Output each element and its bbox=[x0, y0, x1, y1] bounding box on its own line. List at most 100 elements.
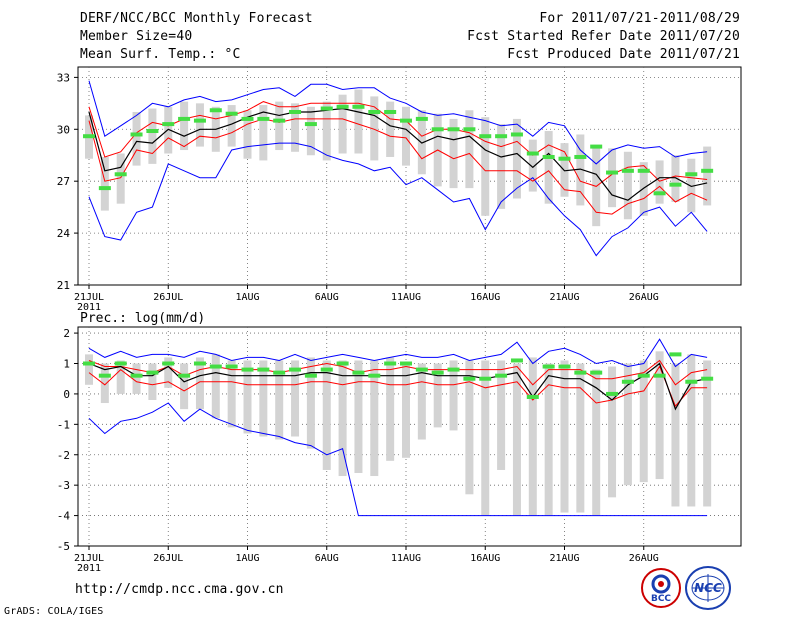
x-tick-label: 26JUL bbox=[153, 292, 183, 303]
series-mean-line bbox=[88, 107, 708, 201]
forecast-range: For 2011/07/21-2011/08/29 bbox=[539, 11, 740, 26]
median-marker bbox=[289, 109, 302, 114]
y-tick-label: -2 bbox=[57, 449, 70, 462]
median-marker bbox=[273, 118, 286, 123]
median-marker bbox=[415, 367, 428, 372]
median-marker bbox=[352, 370, 365, 375]
ensemble-box bbox=[623, 363, 632, 486]
ensemble-box bbox=[322, 101, 331, 161]
forecast-started: Fcst Started Refer Date 2011/07/20 bbox=[467, 29, 740, 44]
ensemble-box bbox=[322, 360, 331, 470]
y-tick-label: -3 bbox=[57, 479, 70, 492]
ensemble-box bbox=[417, 110, 426, 175]
ensemble-box bbox=[164, 357, 173, 388]
ensemble-box bbox=[703, 146, 712, 206]
median-marker bbox=[384, 109, 397, 114]
ensemble-box bbox=[481, 360, 490, 516]
median-marker bbox=[479, 376, 492, 381]
ensemble-box bbox=[592, 369, 601, 516]
median-marker bbox=[368, 373, 381, 378]
median-marker bbox=[621, 379, 634, 384]
ensemble-box bbox=[148, 108, 157, 164]
series-max-line bbox=[88, 80, 708, 165]
x-tick-label: 21AUG bbox=[549, 292, 579, 303]
x-tick-label: 1AUG bbox=[235, 292, 259, 303]
x-year-label: 2011 bbox=[77, 563, 101, 574]
x-tick-label: 21AUG bbox=[549, 553, 579, 564]
ensemble-box bbox=[433, 363, 442, 428]
ensemble-box bbox=[275, 360, 284, 440]
chart-panel-2: -5 -4 -3 -2 -1 0 1 2 21JUL 26JUL 1AUG 6AUG 11AUG 16AU… bbox=[57, 311, 742, 574]
median-marker bbox=[146, 129, 159, 134]
ensemble-box bbox=[497, 360, 506, 470]
y-tick-label: -5 bbox=[57, 540, 70, 553]
median-marker bbox=[336, 361, 349, 366]
median-marker bbox=[304, 373, 317, 378]
median-marker bbox=[193, 118, 206, 123]
median-marker bbox=[463, 127, 476, 132]
median-marker bbox=[225, 364, 238, 369]
ensemble-box bbox=[528, 357, 537, 516]
median-marker bbox=[320, 367, 333, 372]
ensemble-box bbox=[608, 148, 617, 208]
median-marker bbox=[431, 127, 444, 132]
median-marker bbox=[526, 394, 539, 399]
median-marker bbox=[320, 106, 333, 111]
median-marker bbox=[653, 191, 666, 196]
ensemble-box bbox=[687, 354, 696, 507]
ensemble-box bbox=[227, 105, 236, 147]
x-tick-label: 6AUG bbox=[315, 292, 339, 303]
ensemble-box bbox=[259, 105, 268, 161]
y-tick-label: 24 bbox=[57, 227, 71, 240]
median-marker bbox=[178, 373, 191, 378]
median-marker bbox=[669, 352, 682, 357]
ncc-logo-text: NCC bbox=[694, 581, 722, 595]
series-upper-line bbox=[88, 359, 708, 386]
ensemble-box bbox=[132, 363, 141, 394]
ensemble-box bbox=[370, 360, 379, 477]
median-marker bbox=[178, 116, 191, 121]
median-marker bbox=[130, 373, 143, 378]
ensemble-box bbox=[465, 110, 474, 189]
ensemble-box bbox=[655, 160, 664, 204]
ensemble-box bbox=[100, 363, 109, 404]
ensemble-box bbox=[291, 360, 300, 437]
ensemble-box bbox=[655, 351, 664, 480]
footer-url[interactable]: http://cmdp.ncc.cma.gov.cn bbox=[75, 582, 284, 597]
grads-credit: GrADS: COLA/IGES bbox=[4, 606, 104, 617]
median-marker bbox=[431, 370, 444, 375]
median-marker bbox=[479, 134, 492, 139]
ensemble-box bbox=[259, 360, 268, 437]
median-marker bbox=[637, 373, 650, 378]
ensemble-box bbox=[100, 156, 109, 211]
ensemble-box bbox=[576, 134, 585, 206]
ensemble-box bbox=[386, 101, 395, 157]
y-tick-label: 33 bbox=[57, 71, 70, 84]
x-tick-label: 21JUL bbox=[74, 292, 104, 303]
ensemble-box bbox=[544, 131, 553, 204]
x-tick-label: 11AUG bbox=[391, 553, 421, 564]
ensemble-box bbox=[608, 366, 617, 498]
median-marker bbox=[400, 361, 412, 366]
ensemble-box bbox=[338, 94, 347, 154]
median-marker bbox=[400, 118, 412, 123]
ensemble-box bbox=[512, 363, 521, 516]
median-marker bbox=[621, 168, 634, 173]
median-marker bbox=[653, 373, 666, 378]
median-marker bbox=[495, 373, 508, 378]
variable-label: Mean Surf. Temp.: °C bbox=[80, 47, 241, 62]
median-marker bbox=[273, 370, 286, 375]
median-marker bbox=[510, 358, 523, 363]
series-upper-line bbox=[88, 101, 708, 187]
median-marker bbox=[130, 132, 143, 137]
chart-panel-1: 21 24 27 30 33 21JUL 26JUL 1AUG 6AUG 11AUG 16AUG 21… bbox=[57, 66, 742, 313]
ensemble-box bbox=[512, 118, 521, 199]
y-tick-label: -1 bbox=[57, 418, 70, 431]
forecast-produced: Fcst Produced Date 2011/07/21 bbox=[507, 47, 740, 62]
ensemble-box bbox=[671, 155, 680, 202]
median-marker bbox=[606, 170, 619, 175]
ensemble-box bbox=[116, 360, 125, 394]
ensemble-box bbox=[338, 360, 347, 477]
median-marker bbox=[368, 109, 381, 114]
